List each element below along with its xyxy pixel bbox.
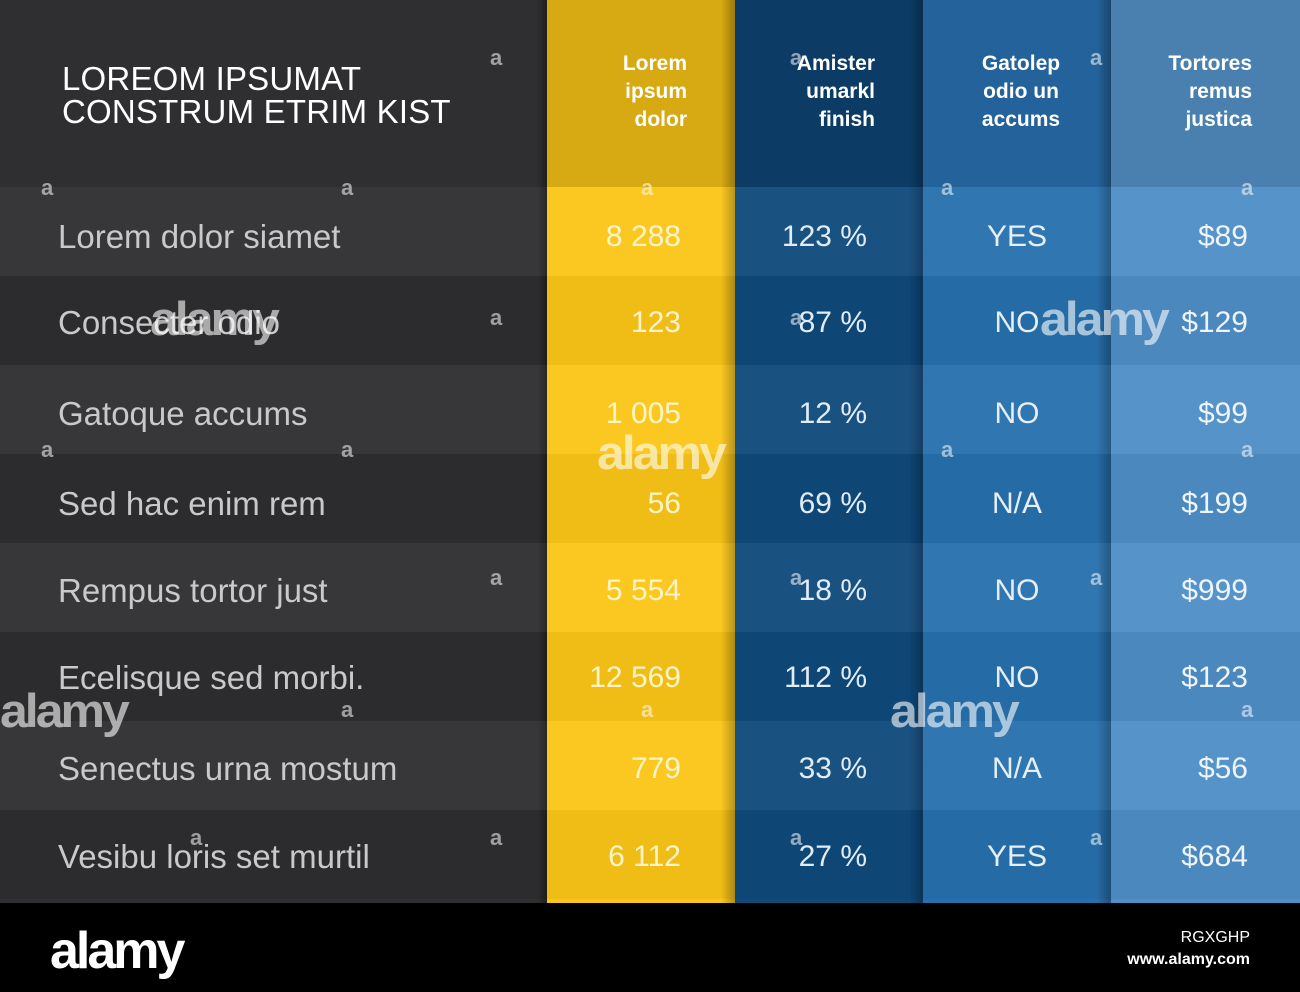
table-row: Gatoque accums 1 005 12 % NO $99 [0, 369, 1300, 458]
column-4-header: Tortores remus justica [1168, 52, 1252, 131]
cell-column-4: $684 [1181, 840, 1248, 873]
cell-column-3: YES [986, 840, 1048, 873]
cell-column-4: $129 [1181, 306, 1248, 339]
column-2: Amister umarkl finish [721, 0, 923, 903]
table-row: Consecter odio 123 87 % NO $129 [0, 278, 1300, 367]
column-1: Lorem ipsum dolor [537, 0, 735, 903]
column-1-header: Lorem ipsum dolor [622, 52, 687, 131]
cell-column-4: $99 [1197, 397, 1248, 430]
row-label: Lorem dolor siamet [58, 218, 341, 255]
footer-bar: alamy RGXGHP www.alamy.com [0, 903, 1300, 992]
alamy-logo: alamy [50, 922, 185, 980]
title-line-1: LOREOM IPSUMAT [62, 60, 362, 97]
cell-column-4: $56 [1197, 752, 1248, 785]
cell-column-1: 12 569 [589, 661, 681, 694]
table-row: Vesibu loris set murtil 6 112 27 % YES $… [0, 812, 1300, 901]
table-row: Lorem dolor siamet 8 288 123 % YES $89 [0, 192, 1300, 281]
cell-column-3: N/A [991, 752, 1042, 785]
column-4: Tortores remus justica [1097, 0, 1300, 903]
cell-column-1: 6 112 [608, 840, 681, 873]
cell-column-1: 8 288 [605, 220, 681, 253]
cell-column-3: NO [994, 397, 1040, 430]
cell-column-3: NO [994, 574, 1040, 607]
title-line-2: CONSTRUM ETRIM KIST [62, 93, 451, 130]
comparison-table: LOREOM IPSUMAT CONSTRUM ETRIM KIST Lorem… [0, 0, 1300, 903]
column-2-header: Amister umarkl finish [796, 52, 875, 131]
row-label: Sed hac enim rem [58, 485, 326, 522]
row-label: Gatoque accums [58, 395, 308, 432]
cell-column-2: 69 % [798, 487, 867, 520]
image-id: RGXGHP [1180, 929, 1250, 946]
cell-column-3: YES [986, 220, 1048, 253]
row-label: Vesibu loris set murtil [58, 838, 370, 875]
column-3-header: Gatolep odio un accums [981, 52, 1061, 131]
cell-column-1: 5 554 [605, 574, 681, 607]
table-row: Rempus tortor just 5 554 18 % NO $999 [0, 546, 1300, 635]
cell-column-2: 33 % [798, 752, 867, 785]
table-title: LOREOM IPSUMAT CONSTRUM ETRIM KIST [62, 62, 451, 128]
cell-column-4: $89 [1197, 220, 1248, 253]
column-3: Gatolep odio un accums [909, 0, 1111, 903]
cell-column-3: N/A [991, 487, 1042, 520]
cell-column-3: NO [994, 661, 1040, 694]
table-row: Senectus urna mostum 779 33 % N/A $56 [0, 724, 1300, 813]
cell-column-4: $199 [1181, 487, 1248, 520]
cell-column-2: 112 % [784, 661, 867, 694]
cell-column-2: 87 % [798, 306, 867, 339]
cell-column-2: 12 % [798, 397, 867, 430]
table-row: Sed hac enim rem 56 69 % N/A $199 [0, 459, 1300, 548]
cell-column-3: NO [994, 306, 1040, 339]
cell-column-2: 27 % [798, 840, 867, 873]
row-label: Ecelisque sed morbi. [58, 659, 365, 696]
cell-column-2: 18 % [798, 574, 867, 607]
cell-column-1: 779 [630, 752, 681, 785]
cell-column-4: $123 [1181, 661, 1248, 694]
cell-column-1: 1 005 [605, 397, 681, 430]
row-label: Senectus urna mostum [58, 750, 398, 787]
row-label: Rempus tortor just [58, 572, 328, 609]
cell-column-1: 56 [647, 487, 681, 520]
cell-column-1: 123 [630, 306, 681, 339]
row-label: Consecter odio [58, 304, 280, 341]
label-column: LOREOM IPSUMAT CONSTRUM ETRIM KIST [0, 0, 547, 903]
cell-column-4: $999 [1181, 574, 1248, 607]
cell-column-2: 123 % [781, 220, 867, 253]
table-row: Ecelisque sed morbi. 12 569 112 % NO $12… [0, 633, 1300, 722]
footer-url: www.alamy.com [1127, 951, 1250, 968]
